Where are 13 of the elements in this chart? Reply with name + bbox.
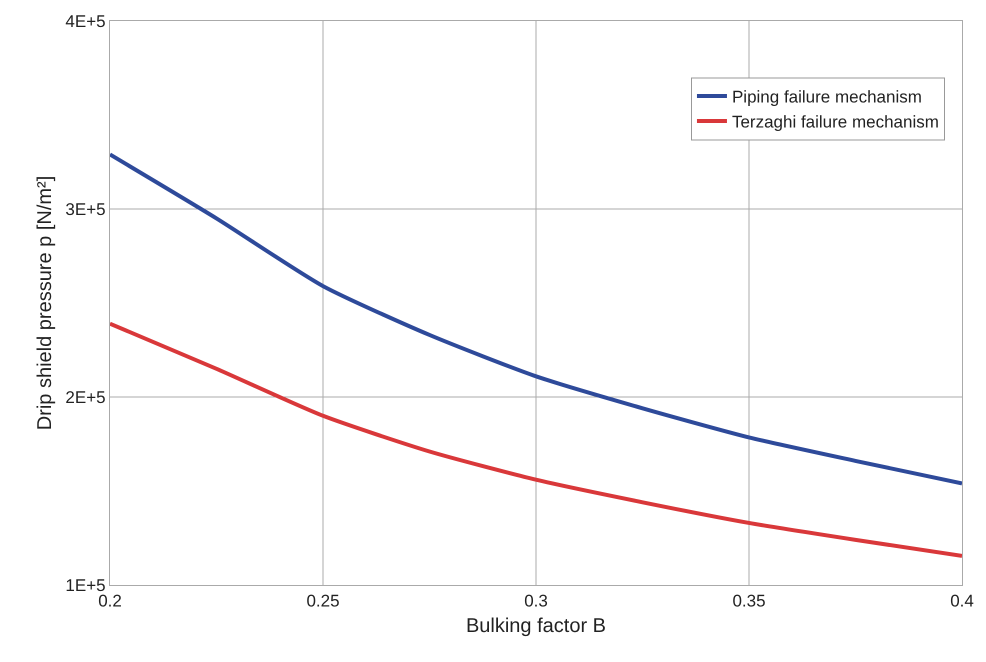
line-series bbox=[110, 152, 962, 486]
x-tick-label: 0.4 bbox=[950, 591, 974, 610]
x-tick-label: 0.35 bbox=[732, 591, 766, 610]
x-tick-label: 0.25 bbox=[306, 591, 340, 610]
legend-label: Piping failure mechanism bbox=[732, 88, 922, 107]
y-tick-label: 2E+5 bbox=[65, 388, 106, 407]
y-tick-label: 3E+5 bbox=[65, 200, 106, 219]
legend-label: Terzaghi failure mechanism bbox=[732, 112, 939, 132]
line-series bbox=[110, 322, 962, 558]
y-tick-label: 4E+5 bbox=[65, 12, 106, 31]
y-axis-title: Drip shield pressure p [N/m²] bbox=[34, 176, 56, 430]
x-tick-label: 0.3 bbox=[524, 591, 548, 610]
x-axis-title: Bulking factor B bbox=[466, 614, 606, 637]
